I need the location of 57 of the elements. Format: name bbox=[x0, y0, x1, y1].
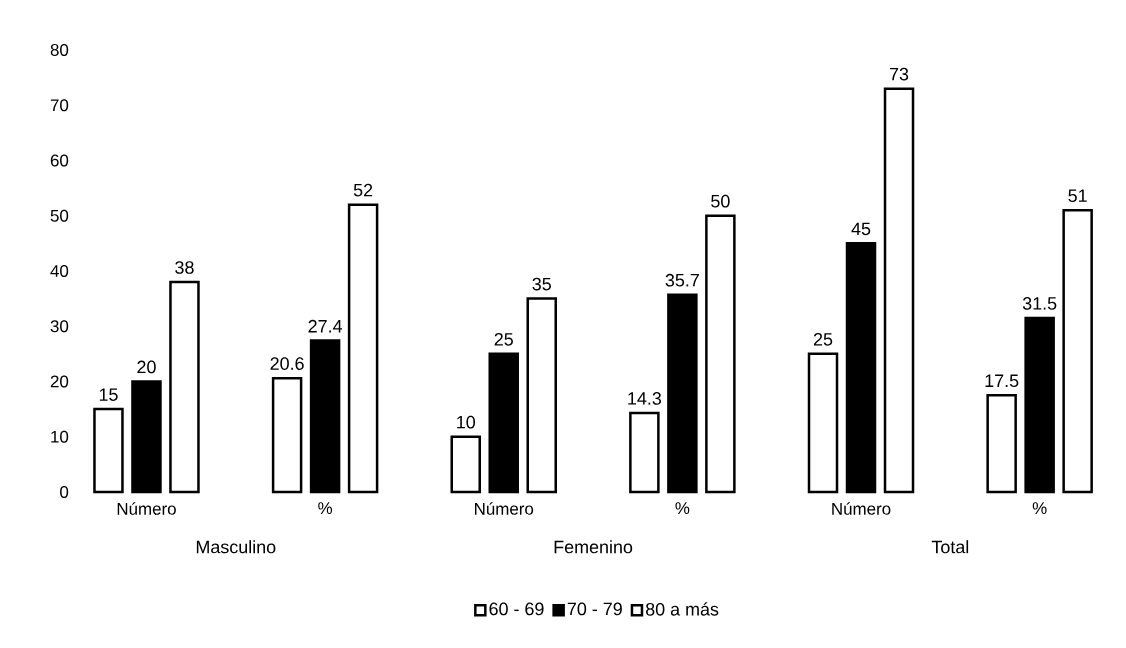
data-label: 45 bbox=[851, 222, 871, 236]
data-label: 27.4 bbox=[308, 319, 343, 333]
data-label: 73 bbox=[889, 67, 909, 81]
y-tick-label: 50 bbox=[50, 209, 69, 222]
y-tick-label: 60 bbox=[50, 154, 69, 167]
x-tick-label: Número bbox=[475, 502, 534, 515]
data-label: 25 bbox=[813, 332, 833, 346]
text: Masculino bbox=[196, 540, 276, 554]
bar bbox=[629, 411, 660, 494]
y-tick-label: 0 bbox=[60, 485, 69, 498]
data-label: 35 bbox=[532, 277, 551, 291]
bar bbox=[309, 339, 341, 494]
legend-label: 80 a más bbox=[645, 602, 719, 616]
bar bbox=[883, 87, 915, 494]
data-label: 38 bbox=[175, 261, 194, 274]
bar bbox=[845, 242, 877, 494]
y-tick-label: 10 bbox=[51, 430, 69, 443]
bar bbox=[667, 293, 698, 494]
bar bbox=[986, 394, 1017, 494]
x-tick-label: % bbox=[1032, 502, 1047, 515]
bar bbox=[347, 203, 379, 494]
bar bbox=[705, 214, 736, 494]
data-label: 51 bbox=[1068, 189, 1087, 203]
data-label: 17.5 bbox=[985, 374, 1019, 388]
bar bbox=[488, 352, 519, 494]
y-tick-label: 40 bbox=[50, 264, 69, 277]
x-tick-label: Número bbox=[832, 502, 891, 515]
text: Femenino bbox=[554, 540, 633, 554]
bar bbox=[1024, 316, 1055, 494]
data-label: 20.6 bbox=[270, 357, 304, 370]
x-tick-label: % bbox=[675, 502, 690, 515]
y-tick-label: 30 bbox=[50, 320, 69, 333]
y-tick-label: 20 bbox=[50, 375, 69, 388]
data-label: 15 bbox=[99, 388, 118, 401]
bar bbox=[131, 380, 162, 494]
data-label: 31.5 bbox=[1022, 297, 1057, 310]
bar bbox=[526, 297, 557, 494]
data-label: 50 bbox=[711, 194, 730, 208]
y-tick-label: 80 bbox=[50, 43, 69, 56]
bar bbox=[93, 407, 124, 494]
data-label: 20 bbox=[137, 360, 156, 374]
bar bbox=[450, 435, 481, 494]
data-label: 10 bbox=[457, 415, 476, 429]
x-tick-label: Número bbox=[117, 502, 176, 515]
x-tick-label: % bbox=[318, 502, 333, 515]
bar bbox=[1062, 208, 1093, 494]
data-label: 14.3 bbox=[628, 392, 662, 405]
bar bbox=[169, 280, 200, 494]
bar bbox=[271, 376, 303, 494]
data-label: 52 bbox=[353, 183, 373, 197]
bar bbox=[807, 352, 839, 494]
y-tick-label: 70 bbox=[50, 99, 69, 112]
text: Total bbox=[931, 540, 969, 554]
data-label: 25 bbox=[494, 332, 513, 346]
data-label: 35.7 bbox=[665, 273, 699, 287]
legend-label: 60 - 69 bbox=[489, 602, 544, 616]
legend-label: 70 - 79 bbox=[567, 602, 622, 616]
